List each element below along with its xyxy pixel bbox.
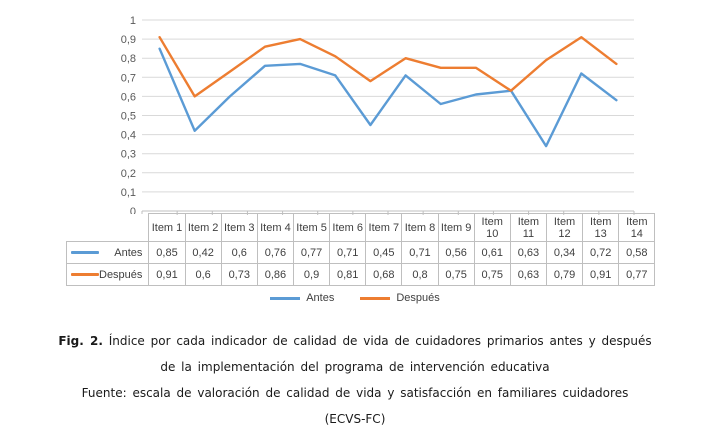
table-cell: 0,58 xyxy=(618,241,656,264)
y-axis-tick-label: 0 xyxy=(130,206,136,215)
caption-title-text: Índice por cada indicador de calidad de … xyxy=(102,334,652,348)
table-cell: 0,73 xyxy=(220,263,258,286)
table-cell: 0,75 xyxy=(437,263,475,286)
column-header: Item 9 xyxy=(437,213,475,242)
table-cell: 0,63 xyxy=(509,241,547,264)
y-axis-tick-label: 0,2 xyxy=(121,168,136,180)
y-axis-tick-label: 0,1 xyxy=(121,187,136,199)
caption-line-2: de la implementación del programa de int… xyxy=(160,360,550,374)
table-cell: 0,9 xyxy=(292,263,331,286)
line-chart: 0 0,1 0,2 0,3 0,4 0,5 0,6 0,7 0,8 0,9 1 xyxy=(121,15,635,215)
data-table-body: Antes 0,85 0,42 0,6 0,76 0,77 0,71 0,45 0,71 0,56… xyxy=(65,241,656,286)
series-key-icon xyxy=(71,273,99,276)
column-header: Item 13 xyxy=(582,213,620,242)
table-cell: 0,42 xyxy=(184,241,222,264)
caption-line-3: Fuente: escala de valoración de calidad … xyxy=(81,386,629,400)
y-axis-tick-label: 0,9 xyxy=(121,34,136,46)
column-header: Item 8 xyxy=(401,213,439,242)
column-header: Item 11 xyxy=(509,213,547,242)
column-header: Item 1 xyxy=(148,213,186,242)
legend-item: Antes xyxy=(270,292,334,304)
caption-line-4: (ECVS-FC) xyxy=(324,412,386,426)
y-axis-tick-label: 1 xyxy=(130,15,136,27)
y-axis-tick-label: 0,6 xyxy=(121,91,136,103)
table-cell: 0,45 xyxy=(365,241,403,264)
table-cell: 0,61 xyxy=(473,241,511,264)
legend-line-icon xyxy=(270,296,301,300)
series-key-icon xyxy=(71,251,99,254)
column-header: Item 3 xyxy=(220,213,258,242)
column-header: Item 7 xyxy=(365,213,403,242)
column-header: Item 5 xyxy=(292,213,331,242)
table-cell: 0,6 xyxy=(220,241,258,264)
column-header: Item 14 xyxy=(618,213,656,242)
legend-label: Después xyxy=(396,292,440,304)
legend-label: Antes xyxy=(306,292,335,304)
table-cell: 0,81 xyxy=(329,263,367,286)
legend-item: Después xyxy=(360,292,440,304)
table-cell: 0,76 xyxy=(256,241,294,264)
column-header: Item 12 xyxy=(545,213,584,242)
y-axis-tick-label: 0,8 xyxy=(121,53,136,65)
table-cell: 0,77 xyxy=(292,241,331,264)
column-header: Item 10 xyxy=(473,213,511,242)
data-table: Item 1 Item 2 Item 3 Item 4 Item 5 Item 6 Item… xyxy=(65,213,656,286)
y-axis-tick-label: 0,4 xyxy=(121,130,136,142)
caption-line-1: Fig. 2. Índice por cada indicador de cal… xyxy=(0,328,710,354)
row-header: Después xyxy=(65,263,150,286)
series-label: Después xyxy=(99,268,143,281)
table-cell: 0,79 xyxy=(545,263,584,286)
table-row: Antes 0,85 0,42 0,6 0,76 0,77 0,71 0,45 0,71 0,56… xyxy=(65,241,656,264)
column-header: Item 4 xyxy=(256,213,294,242)
table-cell: 0,86 xyxy=(256,263,294,286)
table-cell: 0,63 xyxy=(509,263,547,286)
y-axis-tick-label: 0,7 xyxy=(121,72,136,84)
table-cell: 0,85 xyxy=(148,241,186,264)
column-header: Item 2 xyxy=(184,213,222,242)
table-cell: 0,91 xyxy=(148,263,186,286)
series-line-después xyxy=(158,36,618,98)
y-axis-tick-label: 0,3 xyxy=(121,149,136,161)
table-cell: 0,72 xyxy=(582,241,620,264)
table-cell: 0,71 xyxy=(401,241,439,264)
table-cell: 0,91 xyxy=(582,263,620,286)
column-header: Item 6 xyxy=(329,213,367,242)
figure-caption: Fig. 2. Índice por cada indicador de cal… xyxy=(0,328,710,432)
table-cell: 0,68 xyxy=(365,263,403,286)
table-corner-cell xyxy=(66,213,150,242)
figure-number: Fig. 2. xyxy=(58,334,103,348)
y-axis-tick-label: 0,5 xyxy=(121,111,136,123)
table-row: Después 0,91 0,6 0,73 0,86 0,9 0,81 0,68 0,8 0,75… xyxy=(65,263,656,286)
legend-line-icon xyxy=(360,296,391,300)
table-cell: 0,77 xyxy=(618,263,656,286)
data-table-header: Item 1 Item 2 Item 3 Item 4 Item 5 Item 6 Item… xyxy=(66,213,656,242)
series-label: Antes xyxy=(114,246,143,259)
series-line-antes xyxy=(158,47,618,148)
table-cell: 0,71 xyxy=(329,241,367,264)
table-cell: 0,75 xyxy=(473,263,511,286)
table-cell: 0,6 xyxy=(184,263,222,286)
row-header: Antes xyxy=(65,241,150,264)
table-cell: 0,34 xyxy=(545,241,584,264)
chart-legend: Antes Después xyxy=(0,290,710,306)
table-header-row: Item 1 Item 2 Item 3 Item 4 Item 5 Item 6 Item… xyxy=(66,213,656,242)
table-cell: 0,56 xyxy=(437,241,475,264)
table-cell: 0,8 xyxy=(401,263,439,286)
